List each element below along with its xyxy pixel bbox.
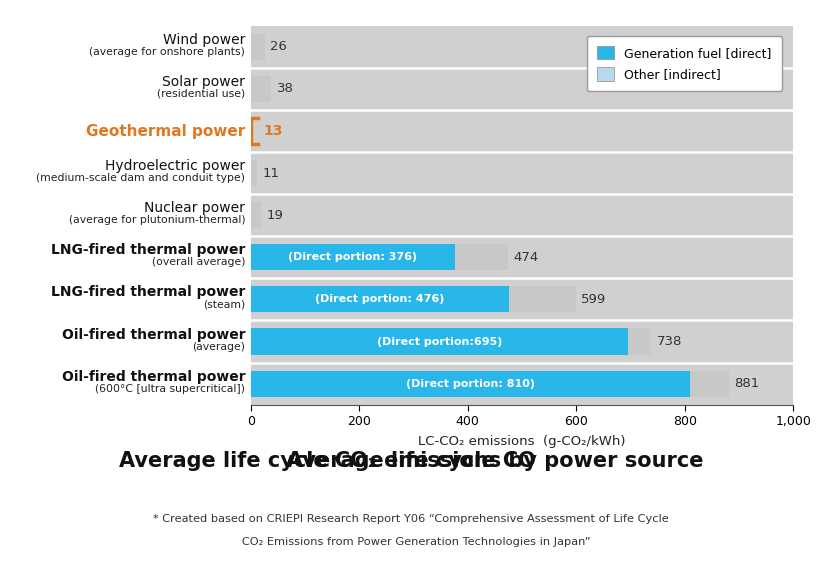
Text: (Direct portion: 810): (Direct portion: 810) [406,379,535,389]
Text: LNG-fired thermal power: LNG-fired thermal power [51,243,245,257]
X-axis label: LC-CO₂ emissions  (g-CO₂/kWh): LC-CO₂ emissions (g-CO₂/kWh) [418,435,626,448]
Text: (Direct portion: 376): (Direct portion: 376) [289,253,418,262]
Bar [251,328,628,355]
Text: (medium-scale dam and conduit type): (medium-scale dam and conduit type) [36,173,245,183]
Text: 738: 738 [657,335,682,348]
Text: Average life cycle CO₂ emissions by power source: Average life cycle CO₂ emissions by powe… [118,451,704,471]
Text: Oil-fired thermal power: Oil-fired thermal power [62,328,245,342]
Bar [251,202,261,228]
Bar [251,371,728,397]
Bar [251,34,265,60]
Text: 11: 11 [262,166,279,180]
Text: Average life cycle CO: Average life cycle CO [287,451,535,471]
Bar [251,245,455,270]
Bar [251,286,575,312]
Text: 19: 19 [266,209,284,222]
Bar [251,371,690,397]
Text: Geothermal power: Geothermal power [86,123,245,138]
Text: Oil-fired thermal power: Oil-fired thermal power [62,370,245,383]
Text: 474: 474 [513,251,538,264]
Text: (average): (average) [192,342,245,351]
Text: LNG-fired thermal power: LNG-fired thermal power [51,285,245,300]
Text: (average for plutonium-thermal): (average for plutonium-thermal) [69,215,245,225]
Text: 881: 881 [734,377,760,390]
Text: 38: 38 [277,83,293,95]
Text: 26: 26 [270,40,287,53]
Bar [251,76,271,102]
Text: (overall average): (overall average) [152,257,245,267]
Legend: Generation fuel [direct], Other [indirect]: Generation fuel [direct], Other [indirec… [587,36,782,91]
Bar [251,245,508,270]
Text: Wind power: Wind power [163,33,245,47]
Text: (average for onshore plants): (average for onshore plants) [90,47,245,57]
Text: (Direct portion: 476): (Direct portion: 476) [315,294,445,304]
Text: (steam): (steam) [203,300,245,309]
Bar [251,328,651,355]
Bar [251,160,256,186]
Text: * Created based on CRIEPI Research Report Y06 “Comprehensive Assessment of Life : * Created based on CRIEPI Research Repor… [153,514,669,523]
Text: CO₂ Emissions from Power Generation Technologies in Japan”: CO₂ Emissions from Power Generation Tech… [231,537,591,546]
Text: (residential use): (residential use) [157,89,245,99]
Text: (600°C [ultra supercritical]): (600°C [ultra supercritical]) [95,383,245,394]
Text: 599: 599 [581,293,607,306]
Text: 13: 13 [263,124,283,138]
Text: (Direct portion:695): (Direct portion:695) [376,336,502,347]
Bar [251,286,509,312]
Text: Nuclear power: Nuclear power [145,201,245,215]
Text: Hydroelectric power: Hydroelectric power [105,159,245,173]
Text: Solar power: Solar power [163,75,245,89]
